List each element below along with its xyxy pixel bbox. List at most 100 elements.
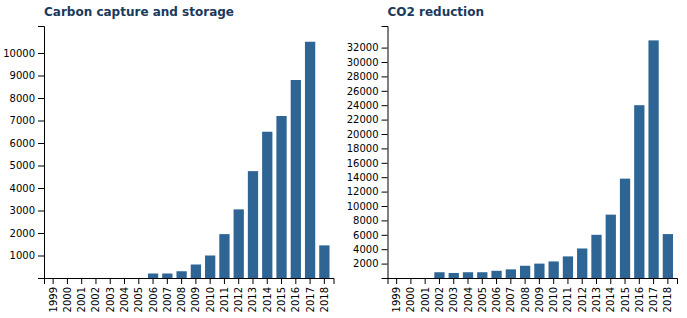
- y-tick-mark: [382, 120, 388, 121]
- y-tick: 28000: [347, 71, 388, 82]
- y-tick-label: 9000: [10, 70, 35, 81]
- chart-title: CO2 reduction: [388, 5, 484, 19]
- x-tick: 2016: [290, 278, 301, 312]
- x-tick-mark: [53, 278, 54, 284]
- x-tick-label: 2016: [634, 287, 645, 312]
- bar: [219, 234, 229, 278]
- x-tick-label: 2005: [477, 287, 488, 312]
- bar: [634, 105, 644, 278]
- x-tick: 2008: [176, 278, 187, 312]
- x-tick-label: 2011: [562, 287, 573, 312]
- x-tick: 2005: [477, 278, 488, 312]
- y-tick-label: 32000: [347, 42, 379, 53]
- y-tick-mark: [382, 62, 388, 63]
- x-tick-label: 2004: [463, 287, 474, 312]
- x-tick-mark: [110, 278, 111, 284]
- y-tick: 9000: [10, 70, 44, 81]
- bar: [534, 264, 544, 278]
- bar: [191, 265, 201, 279]
- x-tick: 2007: [505, 278, 516, 312]
- y-tick-label: 22000: [347, 114, 379, 125]
- x-tick: 2017: [648, 278, 659, 312]
- x-tick-mark: [210, 278, 211, 284]
- y-tick-label: 3000: [10, 205, 35, 216]
- x-tick-mark: [582, 278, 583, 284]
- y-tick-label: 8000: [353, 215, 378, 226]
- panel: 1000200030004000500060007000800090001000…: [3, 5, 334, 312]
- x-tick: 2004: [119, 278, 130, 312]
- x-tick-mark: [625, 278, 626, 284]
- y-tick: 6000: [10, 138, 44, 149]
- x-tick-label: 2002: [90, 287, 101, 312]
- x-tick-mark: [295, 278, 296, 284]
- x-tick-label: 2001: [76, 287, 87, 312]
- bar: [606, 215, 616, 278]
- bar: [176, 271, 186, 278]
- y-tick-mark: [38, 143, 44, 144]
- x-tick: 2000: [405, 278, 416, 312]
- y-tick-mark: [382, 134, 388, 135]
- bar: [276, 116, 286, 278]
- y-tick-mark: [38, 166, 44, 167]
- x-tick: 2013: [247, 278, 258, 312]
- bar: [648, 40, 658, 278]
- y-tick: 10000: [3, 48, 44, 59]
- x-tick: 2011: [219, 278, 230, 312]
- bar: [105, 278, 115, 279]
- bar: [449, 273, 459, 278]
- y-tick-label: 30000: [347, 57, 379, 68]
- y-tick-label: 10000: [347, 201, 379, 212]
- x-axis: 1999200020012002200320042005200620072008…: [45, 278, 335, 312]
- x-tick: 2013: [591, 278, 602, 312]
- x-tick: 2018: [662, 278, 673, 312]
- x-tick-label: 2003: [105, 287, 116, 312]
- x-axis: 1999200020012002200320042005200620072008…: [388, 278, 678, 312]
- x-tick: 2015: [620, 278, 631, 312]
- x-tick: 2005: [133, 278, 144, 312]
- x-tick-mark: [482, 278, 483, 284]
- y-tick-label: 12000: [347, 186, 379, 197]
- bar: [205, 256, 215, 279]
- y-tick-label: 28000: [347, 71, 379, 82]
- x-tick-mark: [525, 278, 526, 284]
- bar: [248, 171, 258, 278]
- x-tick-mark: [310, 278, 311, 284]
- x-tick: 1999: [48, 278, 59, 312]
- x-tick-mark: [138, 278, 139, 284]
- bar: [77, 278, 87, 279]
- bar: [162, 274, 172, 279]
- chart-root: 1000200030004000500060007000800090001000…: [0, 0, 687, 318]
- x-tick-label: 2007: [162, 287, 173, 312]
- bar: [506, 269, 516, 278]
- x-tick-label: 1999: [48, 287, 59, 312]
- x-tick-mark: [124, 278, 125, 284]
- x-tick: 2012: [577, 278, 588, 312]
- y-tick-mark: [38, 188, 44, 189]
- x-tick-label: 2002: [434, 287, 445, 312]
- y-tick: 14000: [347, 172, 388, 183]
- bar: [520, 266, 530, 278]
- x-tick-label: 2013: [591, 287, 602, 312]
- y-tick: 2000: [353, 258, 387, 269]
- x-tick: 2010: [548, 278, 559, 312]
- y-axis-line: [38, 27, 45, 279]
- x-tick: 2001: [420, 278, 431, 312]
- x-tick-label: 2004: [119, 287, 130, 312]
- bar: [48, 278, 58, 279]
- x-tick-mark: [195, 278, 196, 284]
- y-tick: 3000: [10, 205, 44, 216]
- bars: [434, 40, 673, 278]
- y-tick: 16000: [347, 158, 388, 169]
- bar: [91, 278, 101, 279]
- y-tick: 22000: [347, 114, 388, 125]
- x-tick-mark: [181, 278, 182, 284]
- y-tick: 4000: [353, 244, 387, 255]
- x-tick: 2007: [162, 278, 173, 312]
- y-tick: 2000: [10, 228, 44, 239]
- y-tick-label: 4000: [10, 183, 35, 194]
- y-tick-mark: [382, 192, 388, 193]
- y-tick-mark: [382, 177, 388, 178]
- x-tick: 2004: [463, 278, 474, 312]
- x-tick-mark: [596, 278, 597, 284]
- x-tick: 2002: [90, 278, 101, 312]
